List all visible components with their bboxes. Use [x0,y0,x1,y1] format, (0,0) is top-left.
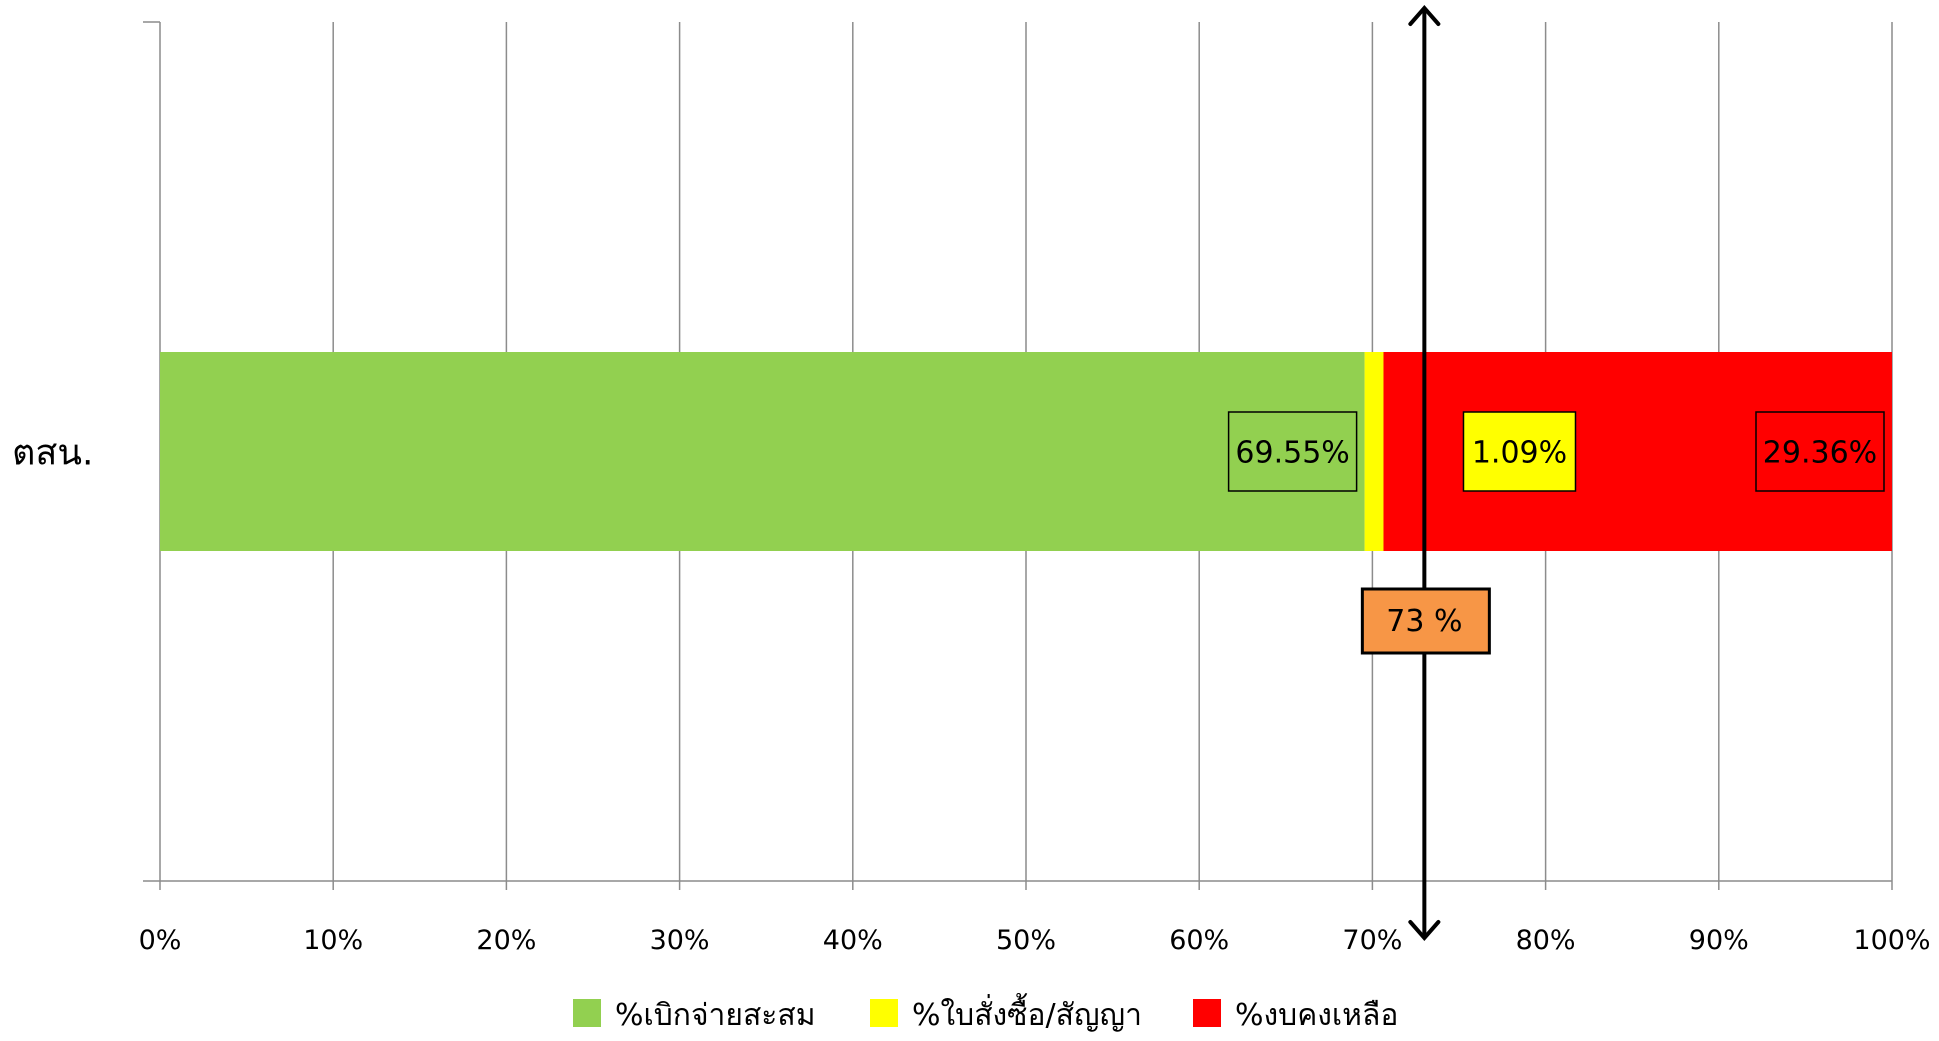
legend-swatch [573,999,601,1027]
x-tick-label: 80% [1516,925,1576,956]
x-tick-label: 30% [650,925,710,956]
category-label: ตสน. [12,433,93,474]
axes: 0% 10% 20% 30% 40% 50% 60% 70% 80% 90% 100% ตสน. [12,21,1931,956]
legend-label: %ใบสั่งซื้อ/สัญญา [912,993,1142,1033]
x-tick-label: 0% [139,925,182,956]
x-tick-label: 20% [476,925,536,956]
bars [160,352,1892,551]
data-label-box [1462,411,1577,492]
target-label: 73 % [1386,604,1462,639]
data-label: 29.36% [1763,436,1877,471]
x-tick-label: 100% [1853,925,1930,956]
legend: %เบิกจ่ายสะสม %ใบสั่งซื้อ/สัญญา %งบคงเหลือ [573,993,1398,1033]
x-tick-label: 90% [1689,925,1749,956]
target-arrow-up [1408,4,1441,26]
data-labels: 69.55% 1.09% 29.36% [1227,411,1885,492]
data-label-box [1755,411,1885,492]
x-tick-label: 40% [823,925,883,956]
target-marker: 73 % [1360,4,1491,942]
data-label-box [1227,411,1358,492]
legend-swatch [870,999,898,1027]
legend-label: %เบิกจ่ายสะสม [615,998,815,1033]
data-label: 69.55% [1235,436,1349,471]
bar-segment [160,352,1365,551]
legend-label: %งบคงเหลือ [1235,998,1398,1033]
target-arrow-down [1408,920,1441,942]
x-tick-label: 50% [996,925,1056,956]
x-tick-label: 10% [303,925,363,956]
legend-swatch [1193,999,1221,1027]
x-tick-label: 60% [1169,925,1229,956]
x-tick-label: 70% [1342,925,1402,956]
data-label: 1.09% [1472,436,1567,471]
bar-segment [1364,352,1384,551]
target-label-box [1360,587,1491,655]
